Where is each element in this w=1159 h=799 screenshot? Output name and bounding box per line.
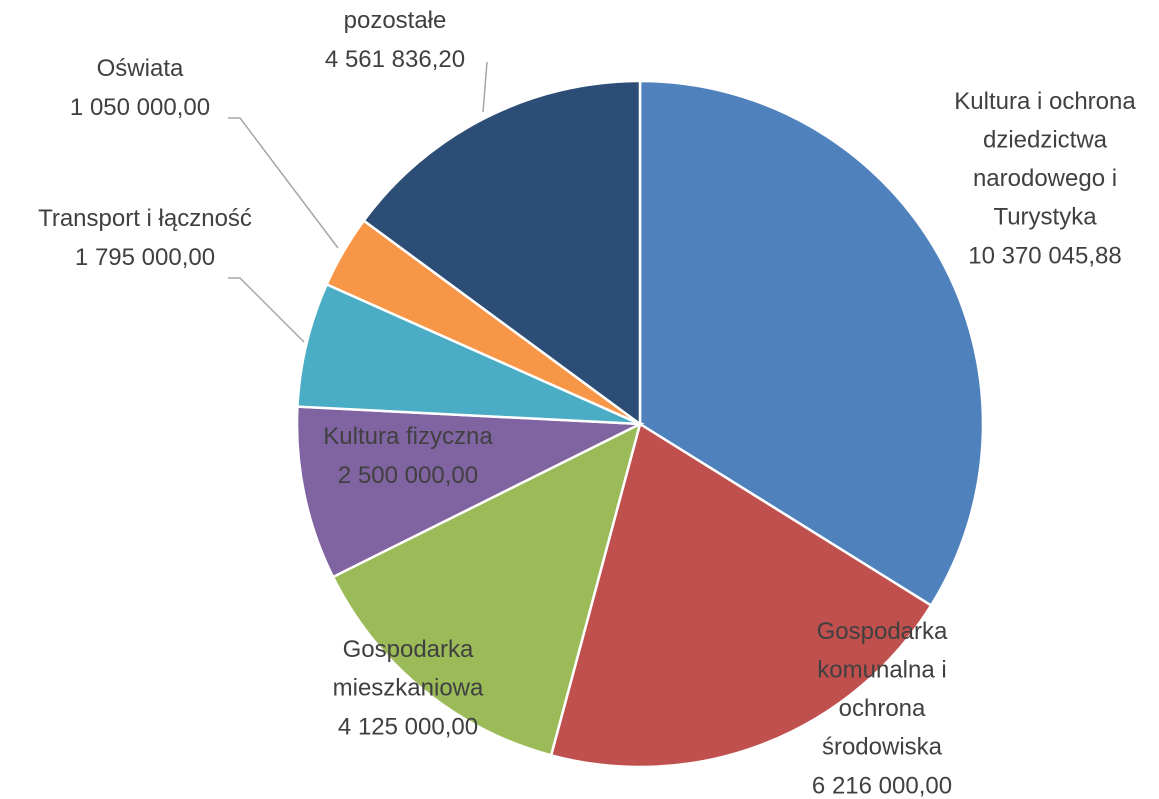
label-line: Kultura fizyczna bbox=[323, 423, 493, 450]
value-label: 1 795 000,00 bbox=[75, 244, 215, 271]
label-line: Turystyka bbox=[993, 204, 1097, 231]
label-line: ochrona bbox=[839, 695, 926, 722]
value-label: 4 125 000,00 bbox=[338, 713, 478, 740]
pie-slice bbox=[638, 79, 985, 608]
label-line: mieszkaniowa bbox=[333, 675, 484, 702]
slice-label: Kultura fizyczna bbox=[323, 423, 493, 450]
value-label: 2 500 000,00 bbox=[338, 462, 478, 489]
label-line: Transport i łączność bbox=[38, 205, 252, 232]
label-line: pozostałe bbox=[344, 7, 447, 34]
pie-slice bbox=[331, 421, 642, 757]
leader-line bbox=[228, 117, 339, 249]
slice-label: Gospodarka komunalna i ochrona środowiska bbox=[817, 618, 948, 761]
label-line: Kultura i ochrona bbox=[954, 88, 1136, 115]
label-line: narodowego i bbox=[973, 165, 1117, 192]
slice-label: Kultura i ochrona dziedzictwa narodowego i… bbox=[954, 88, 1136, 231]
label-line: środowiska bbox=[822, 734, 943, 761]
slice-label: Transport i łączność bbox=[38, 205, 252, 232]
label-line: Gospodarka bbox=[817, 618, 948, 645]
value-label: 10 370 045,88 bbox=[968, 242, 1121, 269]
slice-label: pozostałe bbox=[344, 7, 447, 34]
value-label: 6 216 000,00 bbox=[812, 772, 952, 799]
label-line: komunalna i bbox=[817, 657, 946, 684]
label-line: Gospodarka bbox=[343, 636, 474, 663]
label-line: Oświata bbox=[97, 55, 184, 82]
leader-line bbox=[482, 61, 488, 113]
value-label: 4 561 836,20 bbox=[325, 46, 465, 73]
pie-slice bbox=[549, 422, 933, 769]
leader-line bbox=[228, 277, 305, 343]
pie-slice bbox=[295, 405, 645, 579]
slice-label: Oświata bbox=[97, 55, 184, 82]
slice-label: Gospodarka mieszkaniowa bbox=[333, 636, 484, 702]
value-label: 1 050 000,00 bbox=[70, 94, 210, 121]
pie-slice bbox=[296, 282, 641, 426]
label-line: dziedzictwa bbox=[983, 127, 1108, 154]
pie-slice bbox=[362, 79, 642, 427]
